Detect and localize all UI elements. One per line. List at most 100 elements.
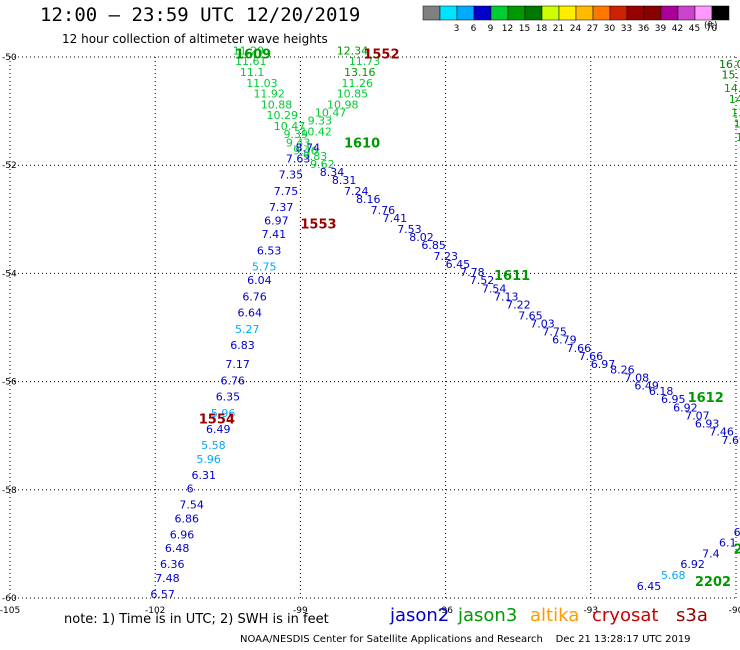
wave-height-value: 6.57 [150,588,175,601]
legend-unit-label: (ft) [704,21,718,31]
chart-title: 12:00 – 23:59 UTC 12/20/2019 [40,4,361,26]
wave-height-value: 10.85 [337,88,369,101]
wave-height-value: 6.86 [175,512,200,525]
y-tick-label: -54 [2,269,17,279]
wave-height-value: 6.48 [165,542,190,555]
wave-height-value: 7.54 [179,499,204,512]
legend-tick-label: 33 [621,24,632,34]
mission-label-altika: altika [530,605,580,626]
y-tick-label: -60 [2,594,17,604]
wave-height-value: 8.02 [409,231,434,244]
wave-height-value: 9.83 [303,150,328,163]
wave-height-value: 5.96 [196,453,221,466]
wave-height-value: 6.64 [237,307,261,320]
wave-height-value: 9.46 [293,144,318,157]
y-tick-label: -56 [2,378,17,388]
wave-height-value: 6.92 [673,401,698,414]
wave-height-value: 7.17 [225,358,250,371]
x-tick-label: -96 [438,606,453,616]
wave-height-value: 7.23 [434,250,459,263]
wave-height-value: 6.49 [206,423,231,436]
legend-tick-label: 45 [689,24,700,34]
legend-tick-label: 24 [570,24,582,34]
wave-height-value: 10.42 [300,125,332,138]
wave-height-value: 13.8 [731,107,740,120]
wave-height-value: 6.85 [421,239,446,252]
wave-height-value: 5.58 [201,439,226,452]
wave-height-value: 6.04 [247,274,272,287]
wave-height-value: 6.49 [634,380,659,393]
wave-height-value: 10.47 [315,107,347,120]
wave-height-value: 7.13 [494,290,519,303]
wave-height-value: 10.98 [327,98,359,111]
mission-label-cryosat: cryosat [592,605,659,626]
wave-height-value: 7.69 [721,434,740,447]
wave-height-value: 6.83 [230,339,255,352]
legend-tick-label: 42 [672,24,683,34]
wave-height-value: 7.52 [470,274,495,287]
wave-height-value: 6.36 [160,558,185,571]
wave-height-value: 7.75 [542,326,567,339]
wave-height-value: 6.1 [719,537,737,550]
wave-height-value: 7.08 [625,372,650,385]
wave-height-value: 7.24 [344,185,369,198]
wave-height-value: 5.27 [235,323,260,336]
pass-time-label: 1611 [494,269,530,284]
legend-tick-label: 70 [706,24,718,34]
wave-height-value: 6.79 [552,334,577,347]
wave-height-value: 7.03 [530,318,555,331]
wave-height-value: 6.97 [591,358,616,371]
pass-time-label: 1554 [199,412,235,427]
wave-height-value: 6.45 [446,258,471,271]
legend-tick-label: 6 [471,24,477,34]
wave-height-value: 12 [736,131,740,144]
wave-height-value: 7.07 [685,409,710,422]
wave-height-value: 10.88 [261,98,293,111]
wave-height-value: 6.93 [695,418,720,431]
wave-height-value: 8.16 [356,193,381,206]
legend-tick-label: 3 [454,24,460,34]
wave-height-value: 7.63 [286,152,311,165]
legend-tick-label: 36 [638,24,650,34]
wave-height-value: 7.22 [506,299,530,312]
pass-time-label: 1612 [688,391,724,406]
wave-height-value: 8.74 [296,142,321,155]
wave-height-value: 14.47 [729,93,740,106]
mission-label-jason2: jason2 [390,605,450,626]
wave-height-value: 11.1 [240,66,265,79]
pass-time-label: 1609 [235,47,271,62]
wave-height-value: 1 [738,144,740,157]
footnote: note: 1) Time is in UTC; 2) SWH is in fe… [64,612,329,627]
wave-height-value: 5.75 [252,261,277,274]
wave-height-value: 9.33 [308,115,333,128]
legend-tick-label: 9 [488,24,494,34]
wave-height-value: 7.41 [262,228,287,241]
wave-height-value: 6.92 [680,558,705,571]
mission-label-jason3: jason3 [458,605,518,626]
pass-time-label: 22 [734,542,740,557]
legend-swatch [711,5,730,21]
wave-height-value: 6.35 [216,391,241,404]
color-scale-legend: 3 6 9 12 15 18 21 24 27 30 33 36 39 42 45 70 [422,5,730,34]
wave-height-value: 8.26 [610,363,635,376]
wave-height-value: 10.29 [267,109,299,122]
wave-height-value: 6.76 [221,374,246,387]
chart-subtitle: 12 hour collection of altimeter wave hei… [62,32,328,46]
wave-height-value: 7.66 [579,350,604,363]
wave-height-value: 7.46 [709,426,734,439]
credit-footer: NOAA/NESDIS Center for Satellite Applica… [240,634,691,645]
wave-height-value: 5.68 [661,569,686,582]
wave-height-value: 11.61 [235,55,267,68]
wave-height-value: 7.75 [274,185,299,198]
legend-tick-label: 15 [519,24,530,34]
wave-height-value: 7.37 [269,201,294,214]
wave-height-value: 6 [734,526,740,539]
legend-tick-label: 39 [655,24,667,34]
legend-tick-label: 18 [536,24,548,34]
x-tick-label: -105 [0,606,20,616]
pass-time-label: 2202 [695,575,731,590]
wave-height-value: 8.34 [320,166,345,179]
wave-height-value: 6.76 [242,290,267,303]
wave-height-value: 11.03 [246,77,278,90]
wave-height-value: 6.95 [661,393,686,406]
